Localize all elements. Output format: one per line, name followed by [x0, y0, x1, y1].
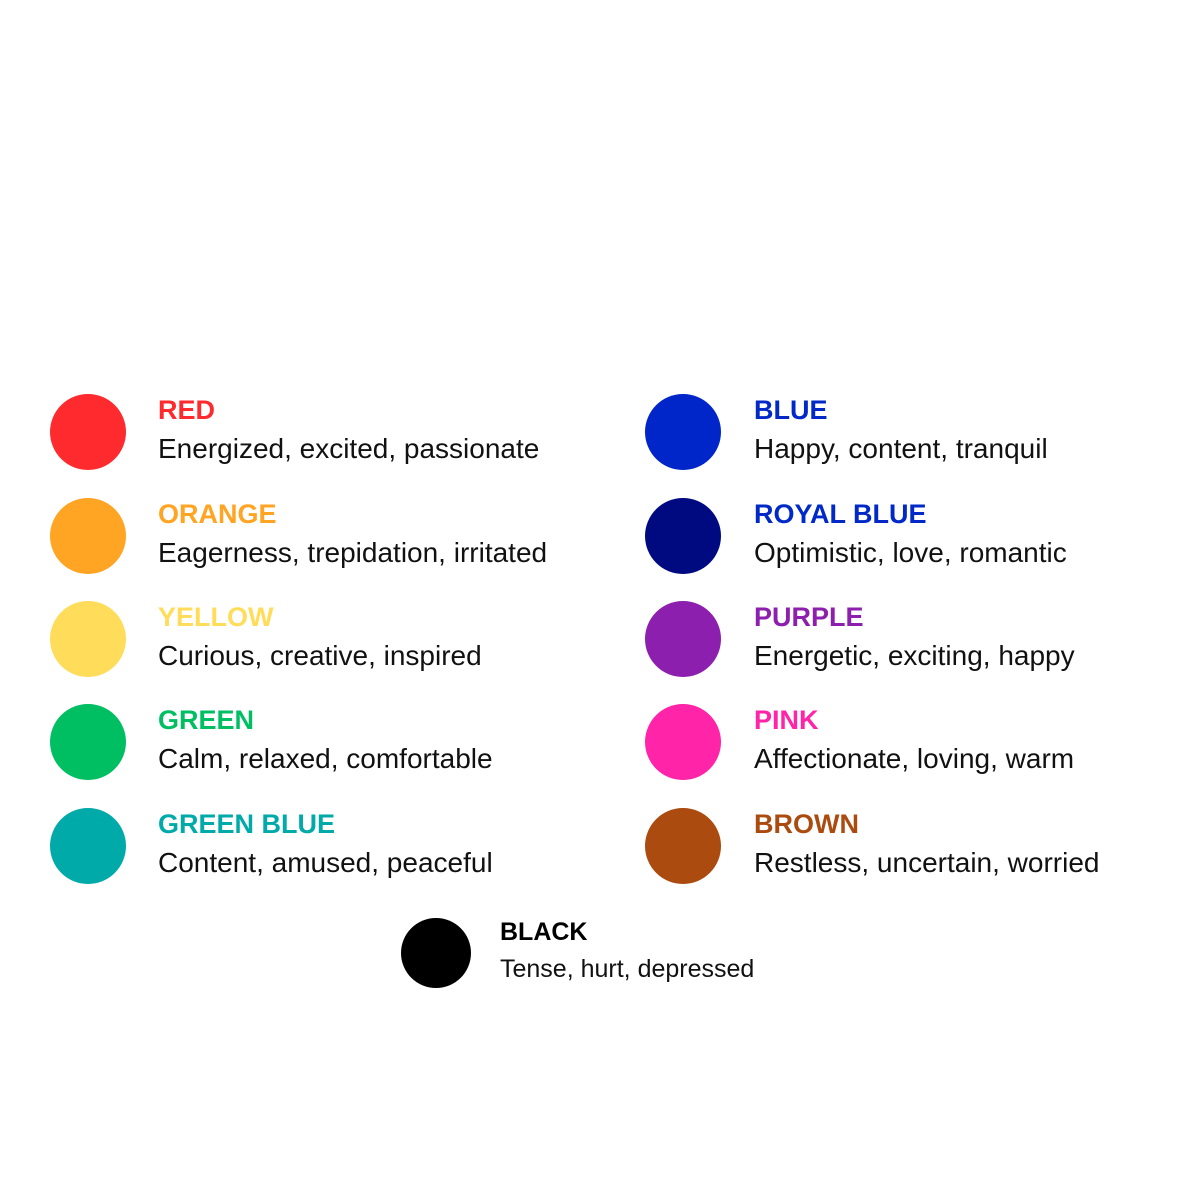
color-description: Optimistic, love, romantic — [754, 537, 1067, 568]
color-description: Energetic, exciting, happy — [754, 640, 1075, 671]
color-description: Restless, uncertain, worried — [754, 847, 1100, 878]
color-name: GREEN BLUE — [158, 809, 336, 839]
color-swatch — [645, 808, 721, 884]
color-swatch — [645, 498, 721, 574]
color-name: RED — [158, 395, 216, 425]
color-description: Eagerness, trepidation, irritated — [158, 537, 548, 568]
color-description: Energized, excited, passionate — [158, 433, 540, 464]
color-description: Affectionate, loving, warm — [754, 743, 1075, 774]
color-name: BLACK — [500, 918, 588, 946]
color-swatch — [401, 918, 471, 988]
color-description: Content, amused, peaceful — [158, 847, 493, 878]
color-swatch — [50, 601, 126, 677]
color-description: Happy, content, tranquil — [754, 433, 1048, 464]
color-swatch — [645, 394, 721, 470]
color-swatch — [50, 394, 126, 470]
color-swatch — [50, 498, 126, 574]
color-swatch — [645, 704, 721, 780]
color-name: PURPLE — [754, 602, 864, 632]
color-swatch — [645, 601, 721, 677]
color-description: Tense, hurt, depressed — [500, 955, 755, 983]
color-swatch — [50, 808, 126, 884]
color-name: PINK — [754, 705, 819, 735]
color-name: ROYAL BLUE — [754, 499, 927, 529]
color-name: ORANGE — [158, 499, 277, 529]
color-description: Curious, creative, inspired — [158, 640, 482, 671]
color-description: Calm, relaxed, comfortable — [158, 743, 493, 774]
color-name: GREEN — [158, 705, 255, 735]
color-name: BROWN — [754, 809, 859, 839]
color-name: BLUE — [754, 395, 828, 425]
color-swatch — [50, 704, 126, 780]
color-name: YELLOW — [158, 602, 274, 632]
